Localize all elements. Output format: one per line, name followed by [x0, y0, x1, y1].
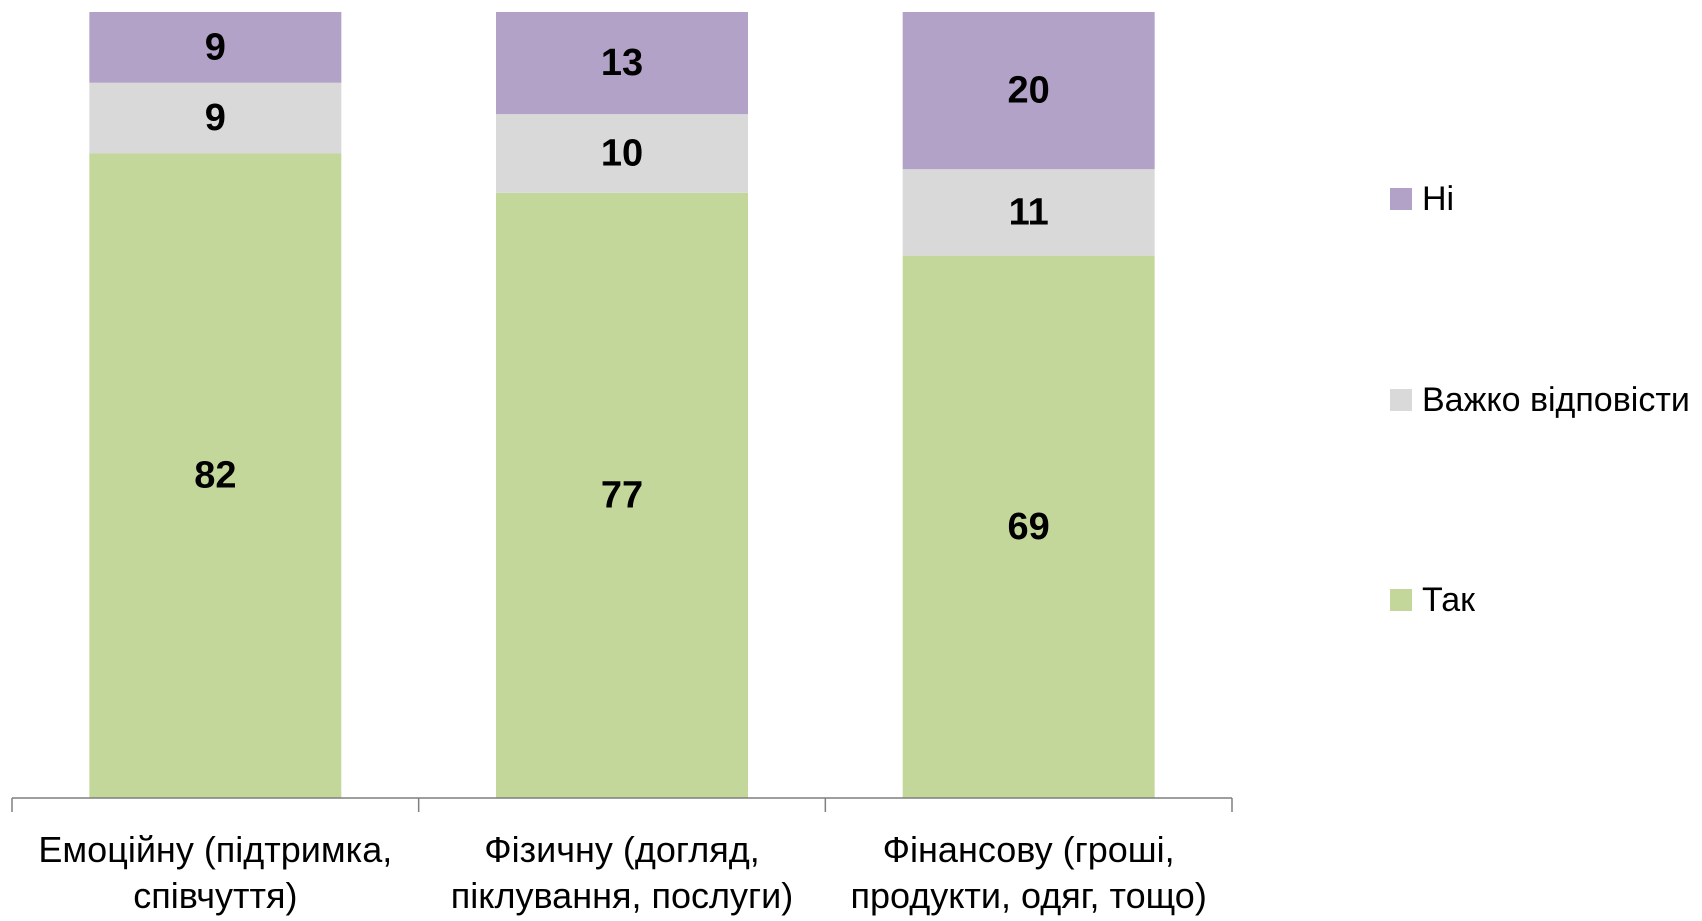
legend-label: Важко відповісти — [1422, 381, 1690, 419]
x-tick-label: співчуття) — [133, 875, 297, 916]
x-tick-label: Фінансову (гроші, — [883, 829, 1175, 870]
bars-group: 82 9 9 77 10 13 69 11 20 — [89, 12, 1155, 799]
x-tick-label: Фізичну (догляд, — [484, 829, 759, 870]
legend-swatch — [1390, 389, 1412, 411]
legend-label: Так — [1422, 581, 1476, 619]
legend-swatch — [1390, 188, 1412, 210]
data-label: 9 — [205, 26, 226, 68]
bar-segment — [496, 192, 748, 798]
data-label: 69 — [1008, 506, 1050, 548]
legend-swatch — [1390, 589, 1412, 611]
x-tick-label: Емоційну (підтримка, — [38, 829, 392, 870]
data-label: 82 — [194, 455, 236, 497]
data-label: 10 — [601, 132, 643, 174]
data-label: 20 — [1008, 70, 1050, 112]
bar-segment — [496, 114, 748, 193]
bar-segment — [89, 153, 342, 799]
bar-segment — [902, 12, 1155, 170]
bar-segment — [89, 82, 342, 154]
data-label: 9 — [205, 97, 226, 139]
data-label: 11 — [1009, 191, 1049, 233]
bar-segment — [902, 169, 1155, 256]
data-label: 13 — [601, 42, 643, 84]
bar-segment — [902, 255, 1155, 798]
x-axis: Емоційну (підтримка, співчуття) Фізичну (д… — [11, 797, 1233, 916]
data-label: 77 — [601, 474, 643, 516]
legend: Ні Важко відповісти Так — [1390, 180, 1690, 619]
legend-label: Ні — [1422, 180, 1454, 218]
x-tick-label: продукти, одяг, тощо) — [851, 875, 1207, 916]
bar-segment — [496, 12, 748, 115]
x-tick-label: піклування, послуги) — [451, 875, 793, 916]
bar-segment — [89, 12, 342, 83]
